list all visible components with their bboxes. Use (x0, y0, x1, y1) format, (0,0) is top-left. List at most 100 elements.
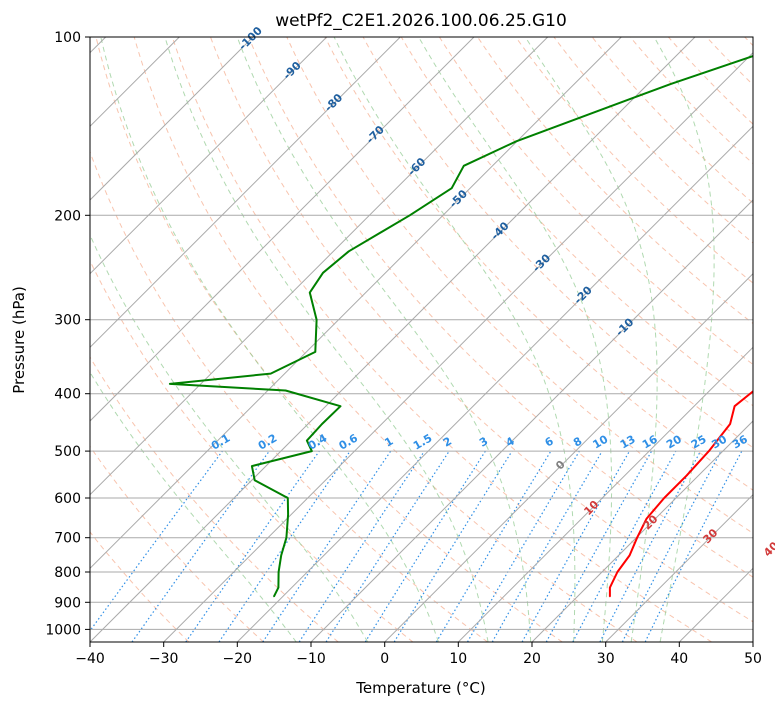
dewpoint-point (285, 537, 287, 539)
isotherm-line (90, 37, 328, 275)
y-axis-title: Pressure (hPa) (10, 286, 28, 394)
dewpoint-point (463, 165, 465, 167)
dewpoint-point (322, 272, 324, 274)
background-lines (90, 37, 753, 642)
dewpoint-point (251, 465, 253, 467)
x-tick-label: 30 (597, 651, 615, 667)
pressure-grid (90, 37, 753, 630)
mixing-ratio-line (393, 450, 513, 642)
temperature-point (616, 571, 619, 573)
isotherm-line (605, 493, 753, 642)
moist-adiabat-line (100, 37, 439, 642)
x-tick-label: −10 (296, 651, 326, 667)
chart-title: wetPf2_C2E1.2026.100.06.25.G10 (275, 11, 567, 31)
y-tick-label: 400 (54, 387, 81, 403)
mixing-ratio-line (435, 450, 552, 642)
dewpoint-point (311, 450, 313, 452)
mixing-ratio-line (90, 450, 223, 632)
temperature-point (686, 475, 688, 477)
dewpoint-point (314, 351, 316, 353)
x-tick-label: −40 (75, 651, 105, 667)
dry-adiabat-line (248, 37, 753, 578)
dry-adiabat-line (133, 37, 638, 642)
x-tick-label: 20 (523, 651, 541, 667)
y-tick-label: 300 (54, 313, 81, 329)
dry-adiabat-line (210, 37, 753, 623)
dry-adiabat-line (324, 37, 753, 491)
dewpoint-point (515, 140, 517, 142)
x-axis: −40 −30 −20 −10 0 10 20 30 40 50 (75, 642, 762, 667)
dewpoint-point (277, 587, 279, 589)
dry-adiabat-line (90, 259, 414, 642)
dewpoint-point (270, 373, 272, 375)
isotherm-line (90, 37, 401, 349)
y-tick-label: 100 (54, 30, 81, 46)
temperature-point (708, 450, 710, 452)
mixing-ratio-line (521, 450, 631, 642)
dewpoint-point (316, 319, 318, 321)
y-tick-label: 500 (54, 444, 81, 460)
dry-adiabat-line (400, 37, 753, 407)
x-axis-title: Temperature (°C) (355, 679, 485, 697)
moist-adiabat-line (418, 37, 613, 642)
mixing-ratio-line (131, 450, 270, 642)
x-tick-label: 10 (449, 651, 467, 667)
dry-adiabat-line (90, 356, 339, 642)
mixing-ratio-line (491, 450, 603, 642)
mixing-ratio-line (185, 450, 320, 642)
dewpoint-point (273, 596, 275, 598)
moist-adiabat-line (653, 37, 715, 642)
y-tick-label: 200 (54, 208, 81, 224)
dry-adiabat-line (286, 37, 753, 534)
isotherm-line (384, 272, 753, 642)
dewpoint-point (280, 554, 282, 557)
dry-adiabat-line (438, 37, 753, 366)
temperature-point (646, 518, 648, 520)
moist-adiabat-line (333, 37, 576, 642)
y-tick-label: 1000 (45, 622, 81, 638)
temperature-point (636, 537, 638, 539)
mixing-ratio-line (572, 450, 677, 642)
dewpoint-point (306, 440, 308, 442)
temperature-point (629, 554, 631, 557)
dewpoint-point (285, 389, 287, 392)
dewpoint-point (278, 571, 280, 573)
dewpoint-point (169, 383, 171, 385)
moist-adiabat-line (90, 371, 297, 642)
isotherm-line (163, 51, 753, 642)
temperature-point (734, 405, 736, 407)
isotherm-line (310, 199, 753, 642)
isotherm-line (90, 37, 549, 496)
dewpoint-point (409, 214, 411, 216)
mixing-ratio-line (325, 450, 450, 642)
isotherm-line (90, 37, 254, 201)
isotherm-line (90, 37, 475, 422)
temperature-point (609, 596, 611, 598)
y-axis: 100 200 300 400 500 600 700 800 900 1000 (45, 30, 90, 638)
dewpoint-point (339, 405, 342, 407)
mixing-ratio-line (218, 450, 351, 642)
y-tick-label: 700 (54, 531, 81, 547)
isotherm-line (531, 420, 753, 642)
moist-adiabat-line (164, 37, 489, 642)
temperature-point (663, 497, 665, 499)
y-tick-label: 900 (54, 595, 81, 611)
moist-adiabat-line (524, 37, 658, 642)
dry-adiabat-line (90, 531, 190, 642)
moist-adiabat-line (90, 233, 369, 642)
x-tick-label: 0 (380, 651, 389, 667)
isotherm-line (90, 37, 696, 642)
mixing-ratio-lines (90, 450, 743, 642)
dewpoint-point (348, 250, 350, 252)
x-tick-label: −20 (223, 651, 253, 667)
isotherms (90, 37, 753, 642)
plot-frame (89, 36, 754, 643)
dewpoint-point (254, 479, 256, 481)
mixing-ratio-line (364, 450, 486, 642)
temperature-point (609, 587, 611, 589)
isotherm-line (90, 37, 622, 570)
isotherm-line (457, 346, 753, 642)
x-tick-label: 50 (744, 651, 762, 667)
